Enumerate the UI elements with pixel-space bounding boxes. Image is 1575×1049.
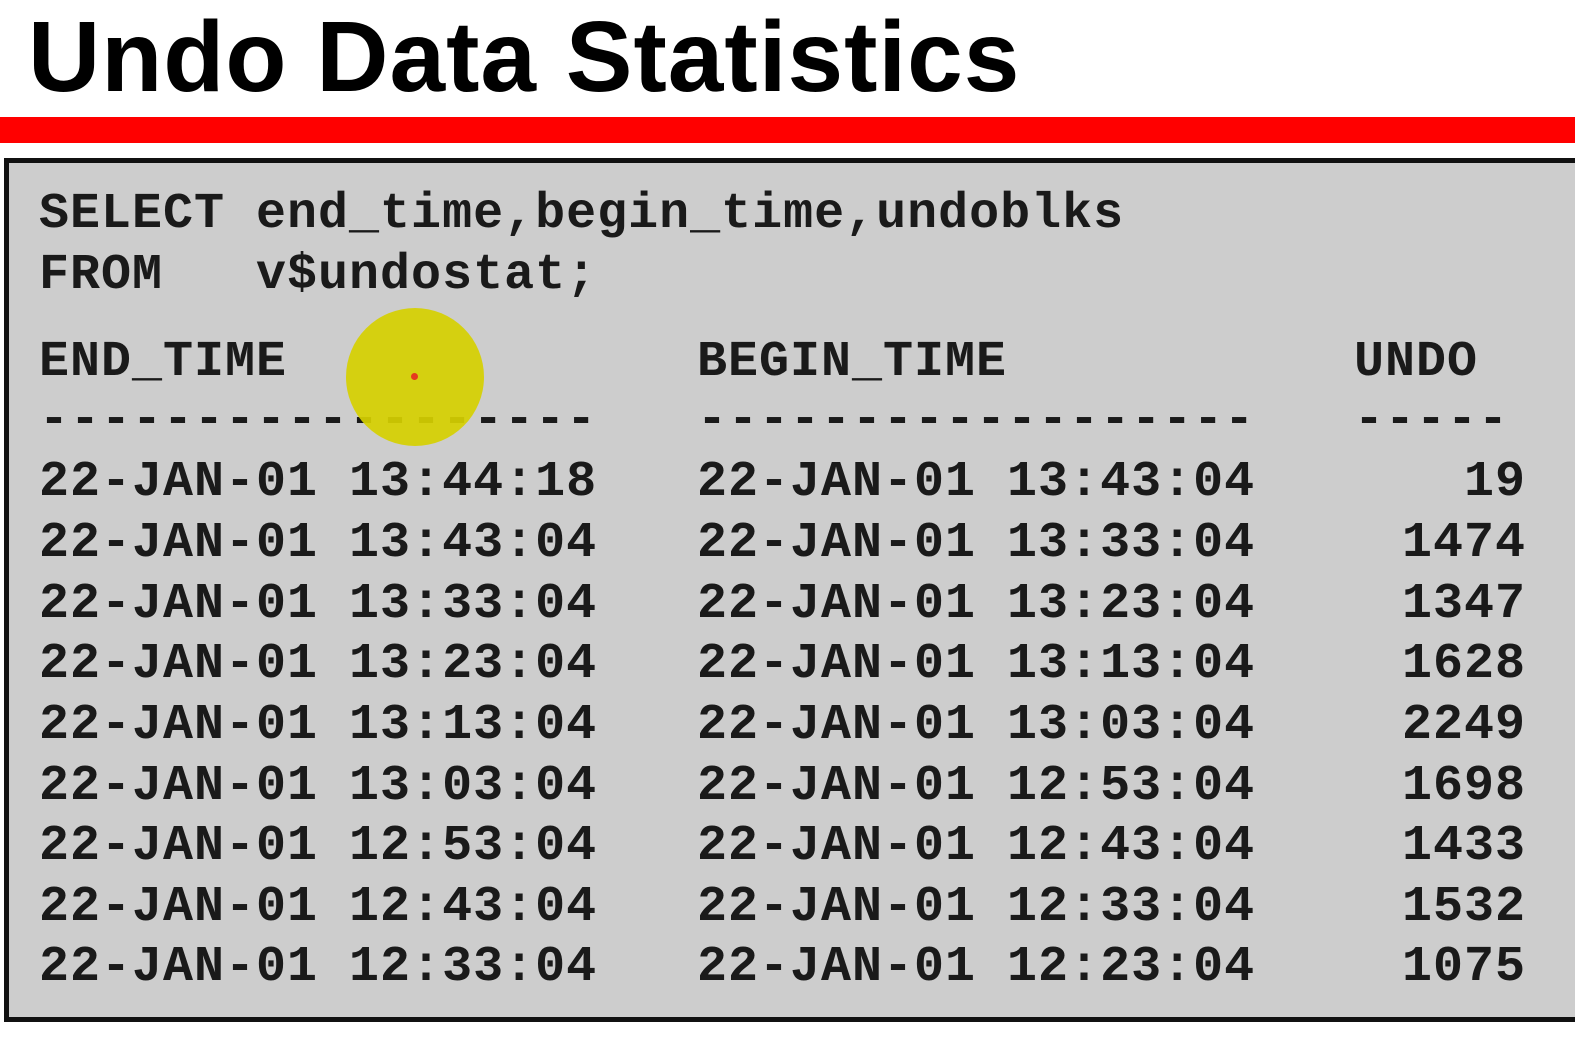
cell-end-time: 22-JAN-01 13:44:18	[39, 454, 598, 511]
table-row: 22-JAN-01 12:33:04 22-JAN-01 12:23:04 10…	[9, 938, 1575, 998]
cell-undo: 1347	[1401, 576, 1526, 633]
table-row: 22-JAN-01 13:03:04 22-JAN-01 12:53:04 16…	[9, 757, 1575, 817]
header-begin-time: BEGIN_TIME	[697, 334, 1008, 391]
table-row: 22-JAN-01 13:44:18 22-JAN-01 13:43:04 19	[9, 453, 1575, 513]
cell-undo: 2249	[1401, 697, 1526, 754]
table-row: 22-JAN-01 13:13:04 22-JAN-01 13:03:04 22…	[9, 696, 1575, 756]
result-separator-row: ------------------ ------------------ --…	[9, 391, 1575, 451]
title-divider	[0, 117, 1575, 143]
cell-undo: 1433	[1401, 818, 1526, 875]
cell-begin-time: 22-JAN-01 12:23:04	[697, 939, 1256, 996]
cell-end-time: 22-JAN-01 12:43:04	[39, 879, 598, 936]
separator-undo: -----	[1354, 392, 1510, 449]
cell-begin-time: 22-JAN-01 12:43:04	[697, 818, 1256, 875]
cell-begin-time: 22-JAN-01 13:03:04	[697, 697, 1256, 754]
cell-undo: 1532	[1401, 879, 1526, 936]
sql-select-line: SELECT end_time,begin_time,undoblks	[39, 186, 1125, 243]
cell-undo: 1075	[1401, 939, 1526, 996]
cell-begin-time: 22-JAN-01 13:43:04	[697, 454, 1256, 511]
header-end-time: END_TIME	[39, 334, 288, 391]
slide-title: Undo Data Statistics	[28, 1, 1021, 113]
cursor-highlight-icon	[346, 308, 484, 446]
cell-undo: 1474	[1401, 515, 1526, 572]
cell-end-time: 22-JAN-01 12:53:04	[39, 818, 598, 875]
cell-undo: 1698	[1401, 758, 1526, 815]
table-row: 22-JAN-01 13:23:04 22-JAN-01 13:13:04 16…	[9, 635, 1575, 695]
separator-end-time: ------------------	[39, 392, 598, 449]
separator-begin-time: ------------------	[697, 392, 1256, 449]
table-row: 22-JAN-01 13:33:04 22-JAN-01 13:23:04 13…	[9, 575, 1575, 635]
cell-end-time: 22-JAN-01 13:23:04	[39, 636, 598, 693]
cell-undo: 19	[1463, 454, 1526, 511]
cell-end-time: 22-JAN-01 13:13:04	[39, 697, 598, 754]
cell-end-time: 22-JAN-01 13:03:04	[39, 758, 598, 815]
table-row: 22-JAN-01 12:43:04 22-JAN-01 12:33:04 15…	[9, 878, 1575, 938]
header-undo: UNDO	[1354, 334, 1479, 391]
cell-undo: 1628	[1401, 636, 1526, 693]
result-header-row: END_TIME BEGIN_TIME UNDO	[9, 333, 1575, 393]
cell-begin-time: 22-JAN-01 12:53:04	[697, 758, 1256, 815]
cell-end-time: 22-JAN-01 13:33:04	[39, 576, 598, 633]
cursor-dot-icon	[411, 373, 418, 380]
cell-begin-time: 22-JAN-01 13:33:04	[697, 515, 1256, 572]
cell-end-time: 22-JAN-01 13:43:04	[39, 515, 598, 572]
cell-begin-time: 22-JAN-01 12:33:04	[697, 879, 1256, 936]
sql-from-line: FROM v$undostat;	[39, 247, 598, 304]
table-row: 22-JAN-01 13:43:04 22-JAN-01 13:33:04 14…	[9, 514, 1575, 574]
cell-begin-time: 22-JAN-01 13:23:04	[697, 576, 1256, 633]
code-box: SELECT end_time,begin_time,undoblks FROM…	[4, 158, 1575, 1022]
cell-end-time: 22-JAN-01 12:33:04	[39, 939, 598, 996]
cell-begin-time: 22-JAN-01 13:13:04	[697, 636, 1256, 693]
table-row: 22-JAN-01 12:53:04 22-JAN-01 12:43:04 14…	[9, 817, 1575, 877]
